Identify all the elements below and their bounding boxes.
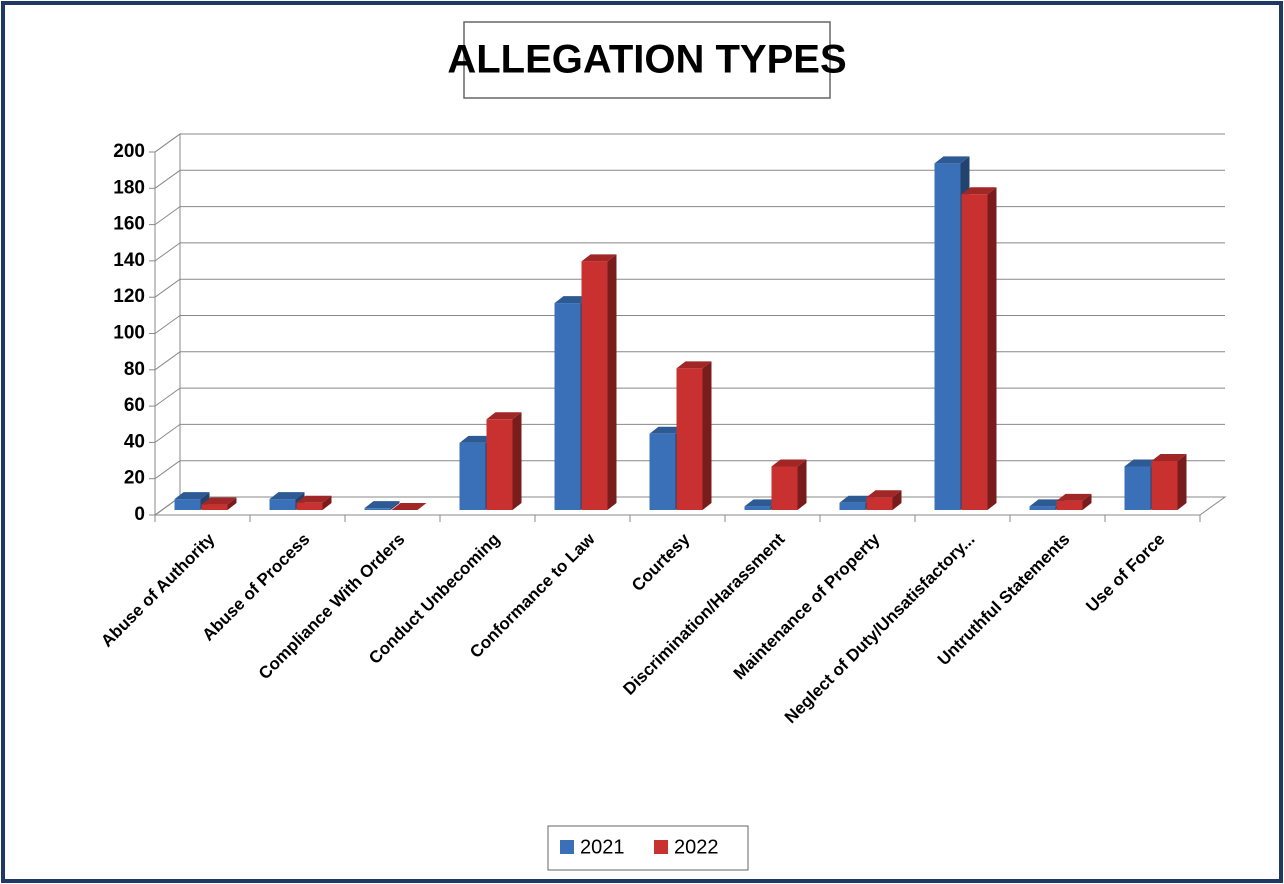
bar-top — [649, 426, 685, 434]
bar-top — [581, 254, 617, 262]
bar-top — [771, 459, 807, 467]
bar — [486, 412, 522, 510]
y-tick-label: 80 — [124, 359, 145, 380]
chart-title: ALLEGATION TYPES — [447, 38, 846, 82]
bar-top — [364, 501, 400, 509]
bar-top — [676, 361, 712, 369]
bar-top — [839, 495, 875, 503]
bar-top — [934, 156, 970, 164]
bar-front — [744, 506, 771, 510]
bar-front — [486, 419, 513, 510]
grid-line — [154, 315, 181, 334]
bar-front — [771, 466, 798, 510]
bar — [676, 361, 712, 510]
grid-line — [154, 278, 181, 298]
bar-side — [607, 254, 617, 510]
bar-front — [1151, 460, 1178, 510]
title-box — [463, 21, 831, 99]
bar-side — [322, 495, 332, 510]
bar-top — [296, 495, 332, 503]
bar-side — [512, 412, 522, 510]
legend-label: 2022 — [674, 836, 719, 858]
y-tick-label: 20 — [124, 468, 145, 489]
legend-swatch — [654, 840, 668, 854]
y-tick-label: 120 — [113, 286, 145, 307]
bar-top — [1151, 453, 1187, 461]
bar — [581, 254, 617, 510]
bar-front — [581, 261, 608, 510]
bar-side — [1177, 453, 1187, 510]
bar-top — [486, 412, 522, 420]
bar-top — [269, 492, 305, 500]
grid-line — [154, 460, 181, 480]
bar-side — [1082, 493, 1092, 510]
grid-line — [154, 351, 181, 371]
bar — [364, 501, 400, 510]
bar-front — [296, 502, 323, 510]
legend-label: 2021 — [580, 836, 625, 858]
bar-front — [269, 499, 296, 510]
y-tick-label: 0 — [134, 504, 145, 525]
bar-top — [201, 497, 237, 505]
bar-front — [459, 442, 486, 510]
bar-front — [1124, 466, 1151, 510]
bar-front — [866, 497, 893, 510]
grid-line — [154, 387, 181, 407]
bar-front — [554, 303, 581, 510]
bar-top — [554, 296, 590, 304]
bar-side — [227, 497, 237, 510]
bar-side — [892, 490, 902, 510]
bar — [866, 490, 902, 510]
grid-line — [154, 206, 181, 226]
grid-line — [154, 169, 181, 189]
bar-top — [866, 490, 902, 498]
y-tick-label: 40 — [124, 431, 145, 452]
bar — [1151, 453, 1187, 510]
bar-front — [839, 502, 866, 510]
bar-top — [459, 435, 495, 443]
bar-side — [702, 361, 712, 510]
bar-top — [1124, 459, 1160, 467]
y-tick-label: 140 — [113, 250, 145, 271]
bar-front — [961, 194, 988, 510]
bar-top — [744, 499, 780, 507]
bar-front — [201, 504, 228, 510]
bar-front — [676, 368, 703, 510]
grid-line — [154, 133, 181, 153]
bar — [771, 459, 807, 510]
bar-side — [390, 501, 400, 510]
bar-front — [1056, 500, 1083, 510]
bar-top — [174, 492, 210, 500]
bar — [296, 495, 332, 510]
y-tick-label: 60 — [124, 395, 145, 416]
bar-top — [1056, 493, 1092, 501]
legend-swatch — [560, 840, 574, 854]
bar — [961, 187, 997, 510]
bar — [1056, 493, 1092, 510]
grid-line — [154, 423, 181, 443]
y-tick-label: 180 — [113, 177, 145, 198]
bar — [201, 497, 237, 510]
bar-front — [649, 433, 676, 510]
bar-front — [174, 499, 201, 510]
legend-box — [547, 825, 749, 871]
y-tick-label: 200 — [113, 141, 145, 162]
bar — [391, 503, 427, 510]
grid-line — [154, 242, 181, 262]
y-tick-label: 160 — [113, 214, 145, 235]
bar-side — [987, 187, 997, 510]
bar-top — [961, 187, 997, 195]
bar-front — [1029, 506, 1056, 510]
bar-front — [934, 163, 961, 510]
bar-side — [797, 459, 807, 510]
bar-front — [364, 508, 391, 510]
bar-top — [391, 503, 427, 510]
y-tick-label: 100 — [113, 323, 145, 344]
bar-top — [1029, 499, 1065, 507]
